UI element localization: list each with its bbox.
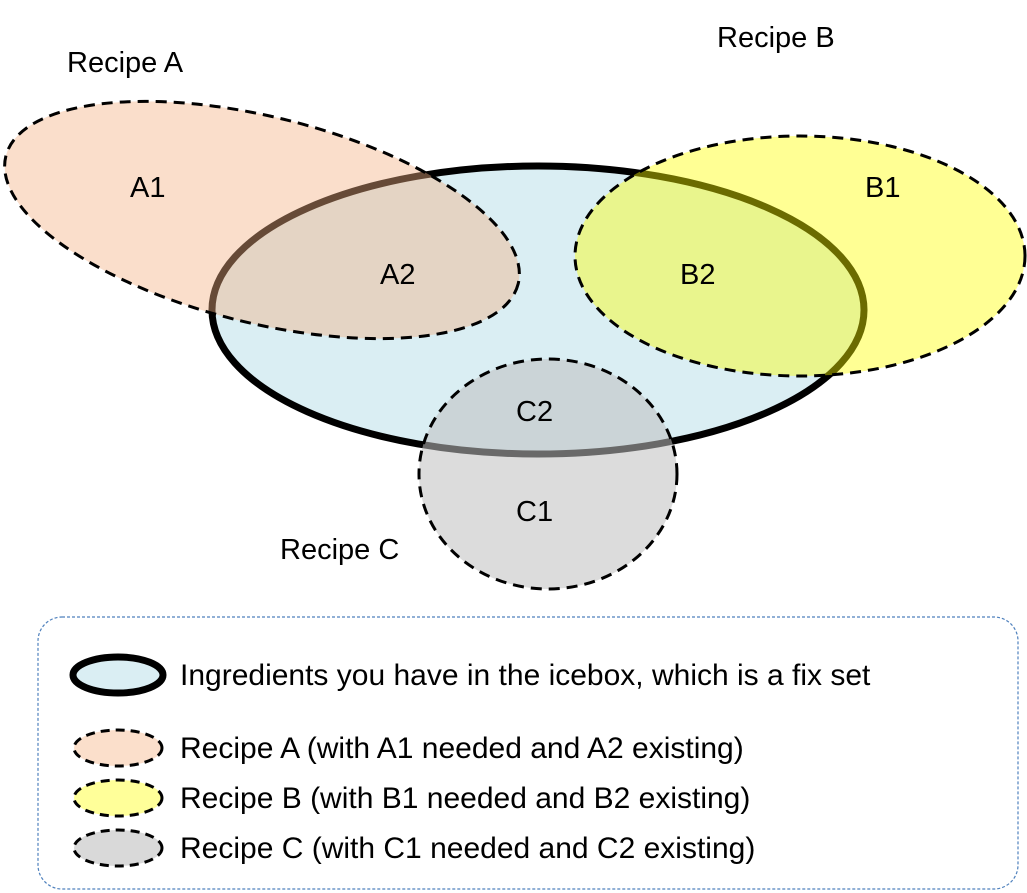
legend-icebox-text: Ingredients you have in the icebox, whic… — [180, 659, 871, 692]
recipe-a-ellipse — [3, 99, 521, 341]
legend-recipe-c-swatch — [72, 828, 164, 868]
region-a2-label: A2 — [380, 259, 415, 291]
legend-recipe-b-swatch — [72, 778, 164, 818]
recipe-b-ellipse — [573, 134, 1027, 378]
region-a1-label: A1 — [130, 172, 165, 204]
region-c2-label: C2 — [516, 396, 553, 428]
region-b2-label: B2 — [680, 259, 715, 291]
recipe-c-ellipse — [417, 357, 679, 591]
legend-recipe-c-text: Recipe C (with C1 needed and C2 existing… — [180, 832, 755, 865]
legend-icebox-swatch — [69, 653, 167, 697]
legend-border — [37, 616, 1019, 890]
legend-recipe-a-swatch — [72, 728, 164, 768]
region-c1-label: C1 — [516, 496, 553, 528]
legend: Ingredients you have in the icebox, whic… — [37, 616, 1019, 890]
legend-recipe-b-text: Recipe B (with B1 needed and B2 existing… — [180, 782, 750, 815]
recipe-c-label: Recipe C — [280, 534, 399, 566]
recipe-a-label: Recipe A — [67, 47, 184, 79]
region-b1-label: B1 — [865, 172, 900, 204]
legend-recipe-a-text: Recipe A (with A1 needed and A2 existing… — [180, 732, 744, 765]
recipe-b-label: Recipe B — [717, 22, 835, 54]
